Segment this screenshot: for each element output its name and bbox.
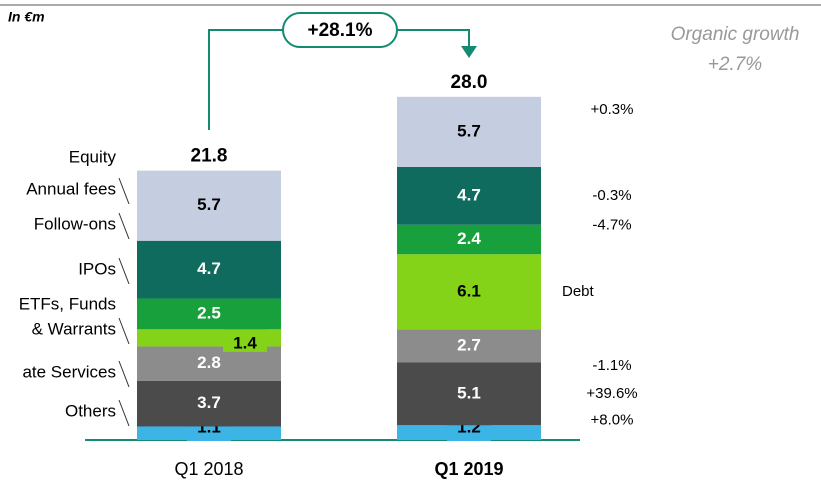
segment-label: 3.7 (197, 393, 221, 412)
left-label: Equity (69, 147, 117, 166)
bar-segment (397, 254, 541, 330)
change-label: +8.0% (591, 412, 634, 429)
growth-pill (282, 12, 398, 48)
segment-label: 6.1 (457, 281, 481, 300)
bar-segment (397, 224, 541, 255)
x-tick-label: Q1 2018 (174, 459, 243, 479)
change-label: +39.6% (586, 385, 637, 402)
leader-line (118, 360, 130, 388)
segment-label: 4.7 (457, 185, 481, 204)
leader-line (118, 317, 130, 345)
organic-growth-value: +2.7% (708, 54, 763, 75)
bar-segment (137, 380, 281, 427)
leader-line (118, 177, 130, 205)
segment-label: 5.7 (457, 121, 481, 140)
left-label: Annual fees (26, 179, 116, 198)
segment-label: 2.5 (197, 303, 221, 322)
left-label: ETFs, Funds (19, 294, 116, 313)
total-label: 28.0 (451, 72, 488, 93)
bar-segment (137, 346, 281, 381)
bar-segment (397, 329, 541, 363)
growth-annotation: +28.1% (308, 20, 373, 41)
bar-segment (397, 96, 541, 167)
organic-growth-title: Organic growth (671, 24, 800, 45)
segment-label: 5.1 (457, 383, 481, 402)
bar-segment (397, 166, 541, 225)
leader-line (118, 212, 130, 240)
left-label: IPOs (78, 259, 116, 278)
bar-segment (137, 170, 281, 241)
change-label: Debt (562, 283, 595, 300)
total-label: 21.8 (191, 146, 228, 167)
left-label: Follow-ons (34, 214, 116, 233)
leader-line (118, 257, 130, 285)
x-tick-label: Q1 2019 (434, 459, 503, 479)
segment-label: 1.4 (233, 333, 257, 352)
change-label: -0.3% (592, 187, 631, 204)
bar-segment (137, 298, 281, 330)
unit-note: In €m (8, 9, 45, 25)
segment-label: 2.4 (457, 229, 481, 248)
change-label: -4.7% (592, 216, 631, 233)
left-label: & Warrants (32, 319, 116, 338)
segment-label: 2.7 (457, 335, 481, 354)
bar-segment (397, 362, 541, 426)
segment-label: 2.8 (197, 353, 221, 372)
arrow-head (461, 46, 477, 58)
leader-line (118, 399, 130, 427)
bar-segment (137, 240, 281, 299)
change-label: +0.3% (591, 101, 634, 118)
left-label: ate Services (22, 362, 116, 381)
segment-label: 4.7 (197, 259, 221, 278)
left-label: Others (65, 401, 116, 420)
segment-label: 5.7 (197, 195, 221, 214)
change-label: -1.1% (592, 357, 631, 374)
